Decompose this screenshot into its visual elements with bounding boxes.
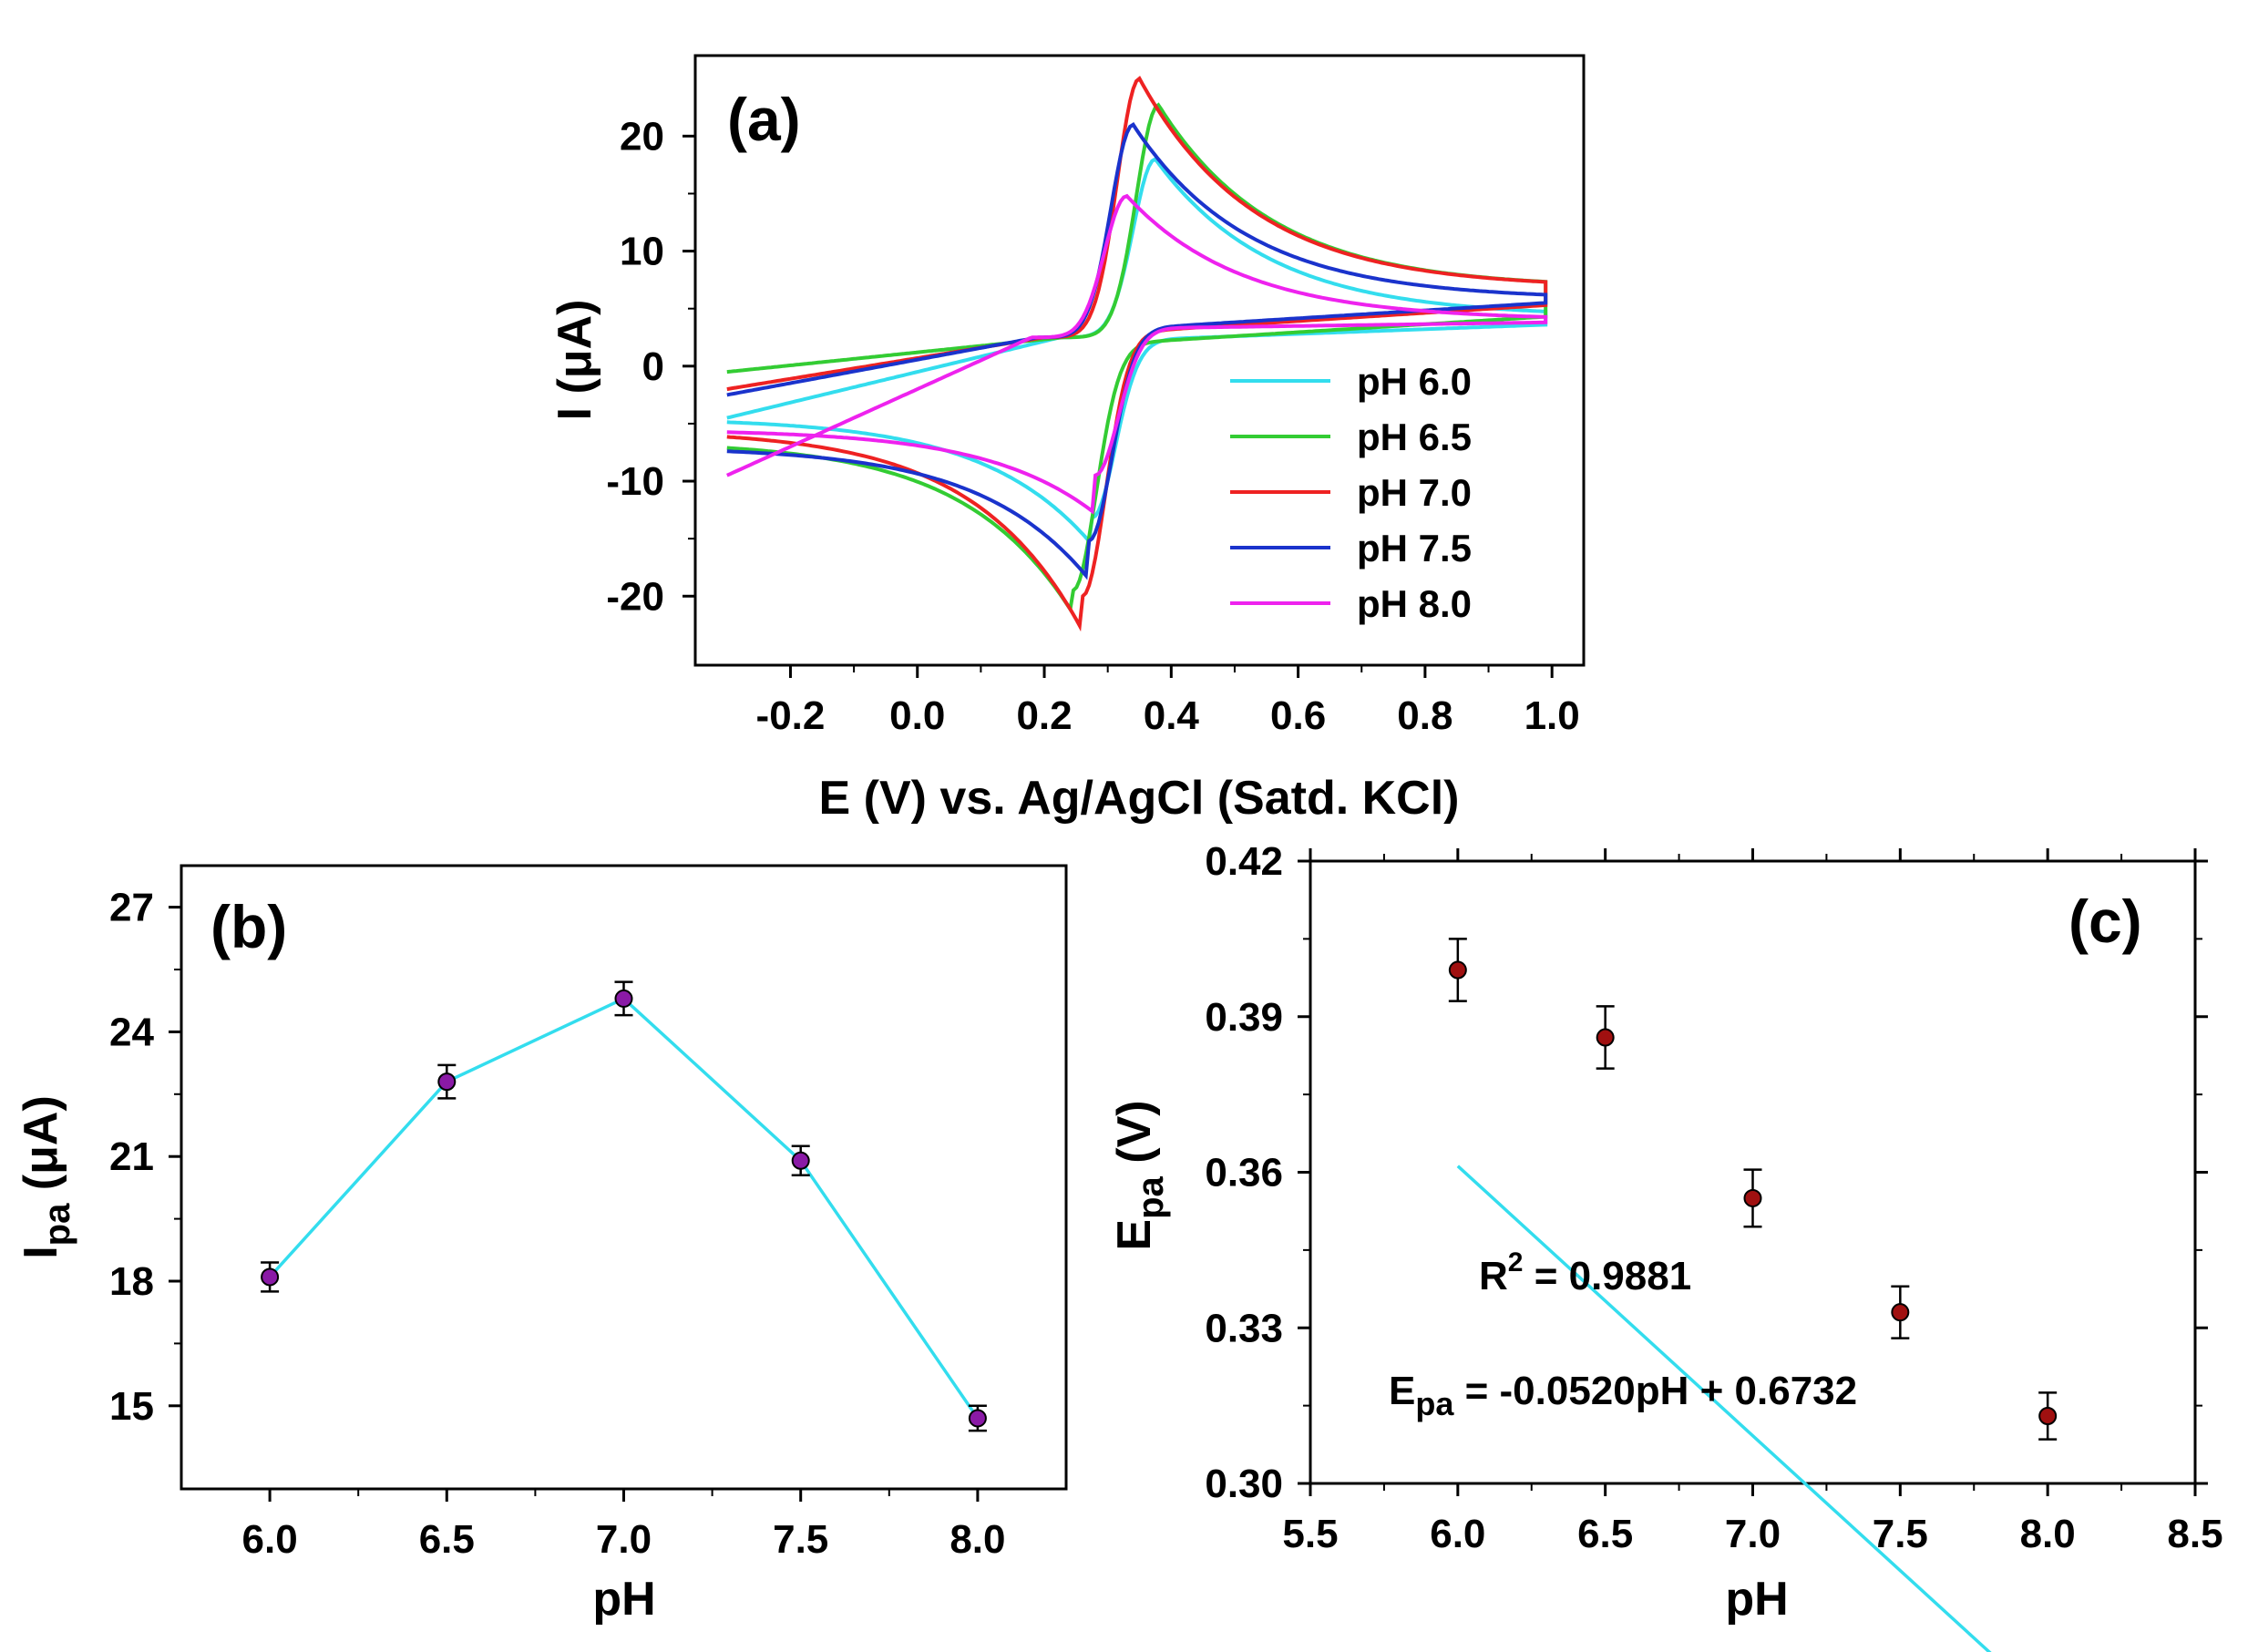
panel-a-y-axis-label: I (μA) [549, 300, 601, 421]
panel-a-cyclic-voltammograms: -0.2 0.0 0.2 0.4 0.6 0.8 1.0 -20 -10 0 10 20 (a) E … [549, 54, 1586, 825]
panel-c-y-axis-label: Epa (V) [1108, 1100, 1171, 1250]
panel-a-x-tick-label: -0.2 [756, 693, 826, 738]
panel-b-x-axis-label: pH [592, 1573, 655, 1626]
panel-c-y-axis-label-rest: (V) [1108, 1100, 1161, 1176]
panel-a-legend-label: pH 7.0 [1357, 471, 1472, 514]
panel-a-legend-label: pH 6.5 [1357, 416, 1472, 458]
panel-b-x-tick-label: 7.5 [773, 1517, 828, 1562]
panel-c-data [1448, 938, 2058, 1652]
panel-b-series-line [268, 996, 980, 1420]
panel-b-x-tick-label: 6.0 [242, 1517, 298, 1562]
panel-c-regression-equation: Epa = -0.0520pH + 0.6732 [1389, 1369, 1857, 1422]
panel-b-y-axis-label-rest: (μA) [15, 1095, 67, 1203]
panel-b-y-tick-label: 24 [109, 1010, 154, 1054]
panel-c-y-tick-label: 0.30 [1205, 1462, 1283, 1506]
panel-c-data-point [1891, 1303, 1910, 1322]
panel-b-ticks: 6.0 6.5 7.0 7.5 8.0 15 18 21 24 27 [109, 886, 1005, 1562]
panel-c-r-squared-value: = 0.9881 [1523, 1254, 1691, 1298]
panel-c-fit-line [1456, 1165, 1992, 1652]
panel-c-ticks: 5.5 6.0 6.5 7.0 7.5 8.0 8.5 0.30 0.33 0.36 0.39 0.4… [1205, 839, 2222, 1556]
panel-c-y-tick-label: 0.33 [1205, 1306, 1283, 1350]
panel-a-legend-label: pH 7.5 [1357, 527, 1472, 569]
panel-a-x-tick-label: 0.8 [1397, 693, 1452, 738]
panel-c-x-tick-label: 6.5 [1577, 1512, 1633, 1556]
panel-b-data-point [261, 1267, 280, 1287]
panel-c-data-point [1448, 960, 1467, 980]
panel-a-label: (a) [727, 86, 801, 153]
panel-b-data-point [614, 989, 633, 1008]
panel-a-plot-frame [693, 54, 1586, 667]
panel-a-y-tick-label: 20 [620, 114, 664, 159]
panel-a-legend-label: pH 6.0 [1357, 360, 1472, 403]
panel-b-y-axis-label: Ipa (μA) [15, 1095, 77, 1259]
panel-c-x-tick-label: 7.5 [1873, 1512, 1928, 1556]
panel-c-equation-rest: = -0.0520pH + 0.6732 [1453, 1369, 1857, 1413]
panel-c-x-axis-label: pH [1725, 1573, 1788, 1626]
panel-b-label: (b) [210, 893, 287, 960]
panel-b-x-tick-label: 6.5 [419, 1517, 475, 1562]
panel-b-x-tick-label: 7.0 [596, 1517, 652, 1562]
panel-c-x-tick-label: 8.0 [2020, 1512, 2076, 1556]
panel-a-x-tick-label: 0.2 [1016, 693, 1072, 738]
panel-c-y-axis-label-sub: pa [1131, 1175, 1171, 1218]
panel-c-x-tick-label: 8.5 [2167, 1512, 2222, 1556]
panel-a-x-tick-label: 0.6 [1270, 693, 1326, 738]
panel-c-x-tick-label: 7.0 [1725, 1512, 1781, 1556]
panel-a-x-tick-label: 0.0 [889, 693, 945, 738]
panel-b-y-axis-label-main: I [15, 1246, 67, 1258]
panel-a-curve-pH-8_0 [726, 193, 1548, 515]
panel-a-legend-label: pH 8.0 [1357, 582, 1472, 625]
panel-c-x-tick-label: 6.0 [1430, 1512, 1485, 1556]
panel-b-data-point [437, 1072, 457, 1092]
panel-b-y-tick-label: 21 [109, 1134, 154, 1179]
panel-b-peak-current-vs-ph: 6.0 6.5 7.0 7.5 8.0 15 18 21 24 27 (b) pH Ipa (μA… [15, 864, 1068, 1626]
panel-b-plot-frame [180, 864, 1068, 1491]
panel-c-y-axis-label-main: E [1108, 1219, 1161, 1251]
panel-b-y-tick-label: 15 [109, 1384, 154, 1429]
panel-a-legend: pH 6.0 pH 6.5 pH 7.0 pH 7.5 pH 8.0 [1230, 360, 1472, 625]
panel-c-equation-sub: pa [1415, 1385, 1454, 1422]
panel-a-x-axis-label: E (V) vs. Ag/AgCl (Satd. KCl) [819, 772, 1460, 825]
panel-c-data-point [2038, 1407, 2058, 1426]
panel-a-y-tick-label: 0 [642, 344, 664, 389]
panel-a-y-tick-label: -10 [606, 459, 664, 504]
panel-c-r-squared-annotation: R2 = 0.9881 [1479, 1247, 1691, 1298]
panel-c-equation-main: E [1389, 1369, 1415, 1413]
panel-b-data-point [791, 1151, 810, 1170]
panel-a-curve-pH-7_5 [726, 122, 1548, 580]
panel-a-y-tick-label: -20 [606, 574, 664, 619]
panel-b-data-point [968, 1409, 987, 1428]
panel-a-y-tick-label: 10 [620, 230, 664, 274]
panel-c-x-tick-label: 5.5 [1282, 1512, 1338, 1556]
panel-c-y-tick-label: 0.42 [1205, 839, 1283, 884]
panel-c-r-squared-superscript: 2 [1508, 1247, 1524, 1277]
panel-a-curves [726, 76, 1548, 632]
panel-a-x-tick-label: 0.4 [1144, 693, 1200, 738]
panel-b-y-axis-label-sub: pa [37, 1203, 77, 1246]
panel-b-x-tick-label: 8.0 [949, 1517, 1005, 1562]
panel-a-x-tick-label: 1.0 [1524, 693, 1580, 738]
panel-c-y-tick-label: 0.36 [1205, 1151, 1283, 1195]
panel-a-ticks: -0.2 0.0 0.2 0.4 0.6 0.8 1.0 -20 -10 0 10 20 [606, 114, 1579, 738]
panel-c-peak-potential-vs-ph: 5.5 6.0 6.5 7.0 7.5 8.0 8.5 0.30 0.33 0.36 0.39 0.4… [1108, 839, 2223, 1652]
panel-b-data [261, 980, 987, 1432]
panel-c-label: (c) [2068, 888, 2142, 955]
panel-b-y-tick-label: 27 [109, 886, 154, 930]
panel-b-y-tick-label: 18 [109, 1259, 154, 1304]
panel-c-data-point [1743, 1188, 1762, 1207]
panel-c-y-tick-label: 0.39 [1205, 995, 1283, 1040]
panel-c-r-squared-prefix: R [1479, 1254, 1508, 1298]
panel-c-data-point [1596, 1028, 1615, 1047]
